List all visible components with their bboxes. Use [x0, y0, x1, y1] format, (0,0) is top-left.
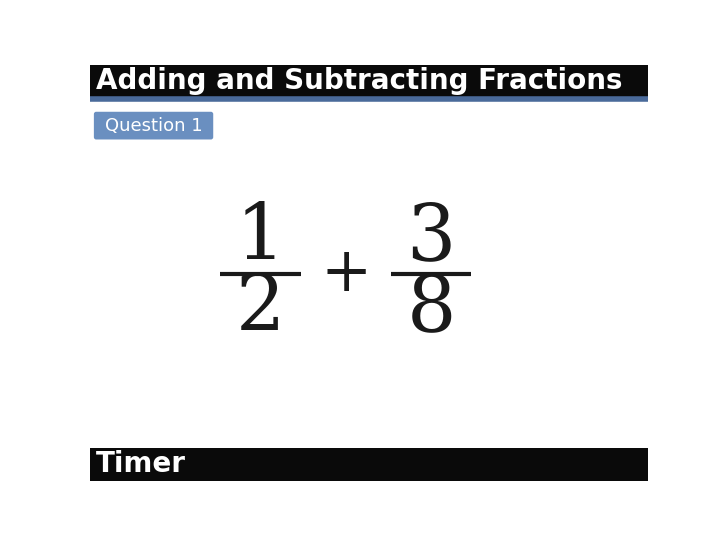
Text: Adding and Subtracting Fractions: Adding and Subtracting Fractions: [96, 67, 623, 95]
FancyBboxPatch shape: [94, 112, 213, 139]
Text: +: +: [320, 244, 372, 304]
Text: 8: 8: [406, 272, 456, 347]
Text: 2: 2: [235, 272, 285, 347]
Text: Question 1: Question 1: [104, 117, 202, 134]
Bar: [90, 448, 648, 481]
Bar: [90, 65, 648, 97]
Text: 1: 1: [236, 200, 285, 276]
Text: Timer: Timer: [96, 450, 186, 478]
Text: 3: 3: [406, 200, 456, 276]
